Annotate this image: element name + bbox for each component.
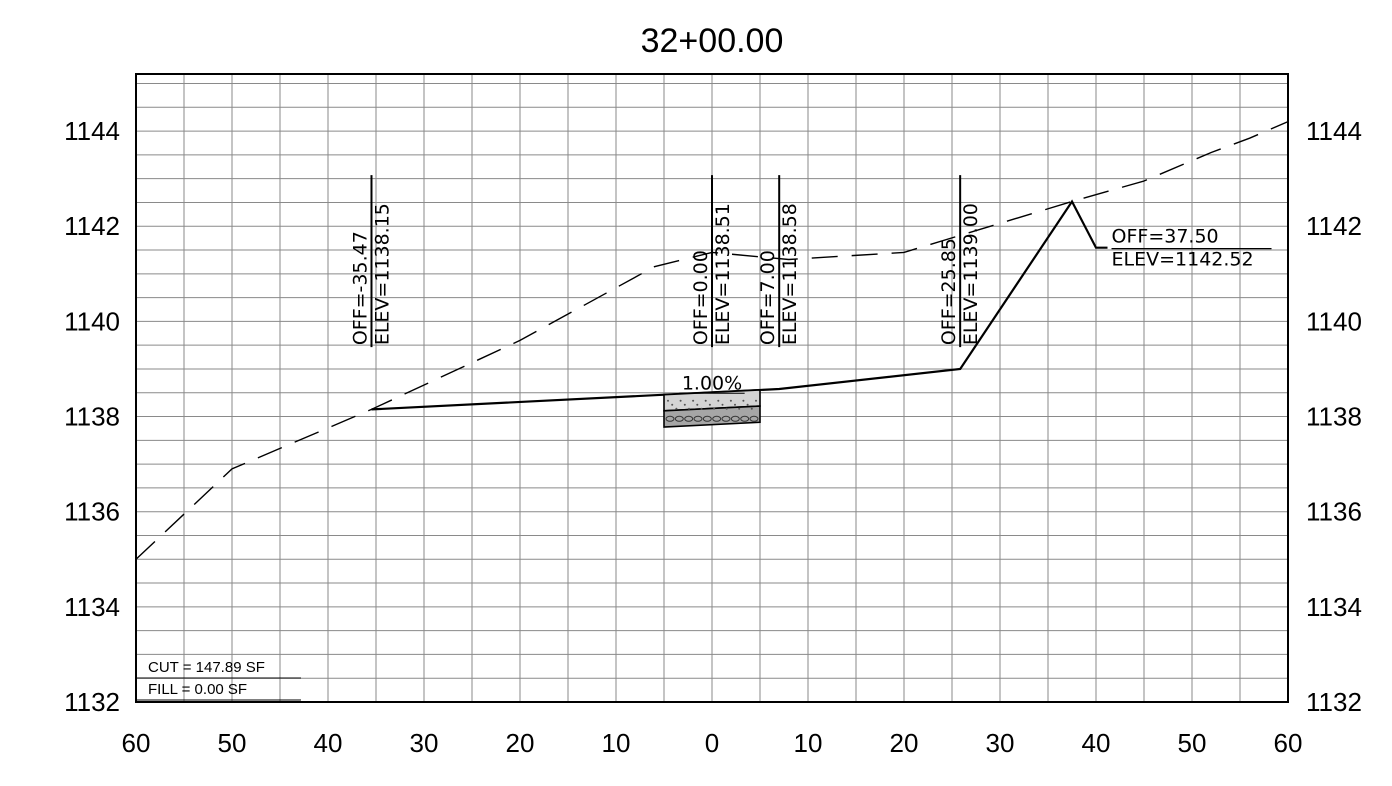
hatch-dot — [700, 407, 703, 410]
pavement-section — [663, 389, 761, 428]
x-tick-label: 60 — [1274, 728, 1303, 758]
y-tick-label-left: 1142 — [64, 211, 120, 241]
hatch-dot — [667, 399, 669, 402]
hatch-dot — [729, 399, 732, 402]
y-tick-label-left: 1138 — [64, 402, 120, 432]
x-tick-label: 30 — [986, 728, 1015, 758]
elevation-label: ELEV=1139.00 — [960, 203, 982, 345]
hatch-dot — [713, 407, 716, 410]
point-label: OFF=0.00 ELEV=1138.51 — [690, 175, 734, 348]
point-labels: OFF=-35.47 ELEV=1138.15 OFF=0.00 ELEV=1138.… — [349, 175, 1272, 348]
hatch-dot — [671, 403, 674, 406]
hatch-dot — [755, 399, 757, 402]
hatch-dot — [675, 407, 678, 410]
y-tick-label-right: 1144 — [1306, 116, 1362, 146]
offset-label: OFF=0.00 — [690, 250, 712, 345]
hatch-dot — [708, 403, 711, 406]
hatch-dot — [692, 399, 695, 402]
hatch-dot — [725, 407, 728, 410]
y-tick-label-left: 1134 — [64, 592, 120, 622]
offset-label: OFF=-35.47 — [349, 231, 371, 345]
hatch-dot — [704, 399, 707, 402]
hatch-aggregate — [702, 415, 712, 422]
cut-quantity: CUT = 147.89 SF — [148, 659, 265, 676]
hatch-dot — [746, 403, 749, 406]
hatch-aggregate — [712, 415, 722, 422]
x-tick-label: 30 — [410, 728, 439, 758]
hatch-dot — [734, 403, 736, 406]
station-title: 32+00.00 — [641, 22, 784, 60]
elevation-label: ELEV=1138.15 — [371, 203, 393, 345]
hatch-dot — [683, 403, 686, 406]
y-tick-label-right: 1132 — [1306, 687, 1362, 717]
hatch-dot — [742, 399, 745, 402]
hatch-aggregate — [684, 415, 694, 422]
point-label: OFF=-35.47 ELEV=1138.15 — [349, 175, 393, 348]
y-tick-label-right: 1134 — [1306, 592, 1362, 622]
point-label: OFF=25.85 ELEV=1139.00 — [938, 175, 982, 348]
fill-quantity: FILL = 0.00 SF — [148, 681, 247, 698]
x-axis: 60 50 40 30 20 10 0 10 20 30 40 50 60 — [122, 728, 1303, 758]
y-tick-label-right: 1138 — [1306, 402, 1362, 432]
offset-label: OFF=7.00 — [757, 250, 779, 345]
y-tick-label-left: 1144 — [64, 116, 120, 146]
offset-label: OFF=37.50 — [1112, 226, 1219, 248]
hatch-aggregate — [721, 415, 731, 422]
x-tick-label: 40 — [1082, 728, 1111, 758]
y-tick-label-right: 1142 — [1306, 211, 1362, 241]
hatch-dot — [717, 399, 720, 402]
elevation-label: ELEV=1138.58 — [779, 203, 801, 345]
y-tick-label-left: 1140 — [64, 306, 120, 336]
x-tick-label: 60 — [122, 728, 151, 758]
x-tick-label: 10 — [794, 728, 823, 758]
plot-frame — [135, 73, 1289, 703]
x-tick-label: 0 — [705, 728, 719, 758]
hatch-dot — [679, 399, 682, 402]
x-tick-label: 10 — [602, 728, 631, 758]
hatch-aggregate — [749, 415, 759, 422]
point-label: OFF=7.00 ELEV=1138.58 — [757, 175, 801, 348]
hatch-dot — [696, 403, 699, 406]
y-tick-label-right: 1140 — [1306, 306, 1362, 336]
hatch-dot — [750, 407, 753, 410]
hatch-aggregate — [740, 415, 750, 422]
x-tick-label: 20 — [890, 728, 919, 758]
y-axis-left: 1132 1134 1136 1138 1140 1142 1144 — [64, 116, 120, 717]
hatch-aggregate — [730, 415, 740, 422]
hatch-dot — [688, 407, 690, 410]
elevation-label: ELEV=1142.52 — [1112, 249, 1254, 271]
y-tick-label-left: 1132 — [64, 687, 120, 717]
hatch-aggregate — [665, 415, 675, 422]
y-axis-right: 1132 1134 1136 1138 1140 1142 1144 — [1306, 116, 1362, 717]
x-tick-label: 50 — [218, 728, 247, 758]
y-tick-label-left: 1136 — [64, 497, 120, 527]
hatch-aggregate — [693, 415, 703, 422]
offset-label: OFF=25.85 — [938, 238, 960, 345]
hatch-dot — [738, 407, 741, 410]
y-tick-label-right: 1136 — [1306, 497, 1362, 527]
hatch-aggregate — [674, 415, 684, 422]
slope-label: 1.00% — [682, 372, 742, 394]
elevation-label: ELEV=1138.51 — [712, 203, 734, 345]
x-tick-label: 50 — [1178, 728, 1207, 758]
hatch-dot — [721, 403, 724, 406]
x-tick-label: 40 — [314, 728, 343, 758]
x-tick-label: 20 — [506, 728, 535, 758]
